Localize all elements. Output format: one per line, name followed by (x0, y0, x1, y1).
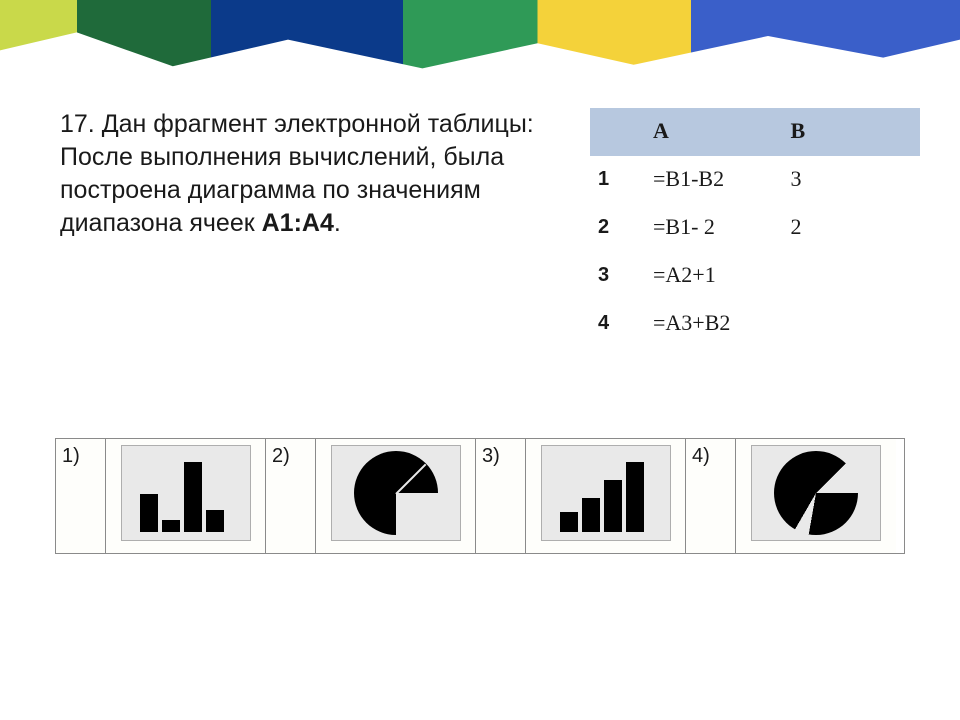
pie (774, 451, 858, 535)
option-figure (526, 439, 686, 553)
spreadsheet-header-row: A B (590, 108, 920, 156)
question-text: 17. Дан фрагмент электронной таблицы: По… (60, 108, 560, 348)
question-number: 17. (60, 110, 95, 138)
spreadsheet-fragment: A B 1 =B1-B2 3 2 =B1- 2 2 3 =A2+1 4 =A3+… (590, 108, 920, 348)
header-blank (590, 108, 645, 156)
bar (582, 498, 600, 532)
cell-a1: =B1-B2 (645, 156, 783, 204)
cell-b2: 2 (783, 204, 921, 252)
content-row: 17. Дан фрагмент электронной таблицы: По… (0, 72, 960, 348)
spreadsheet-row: 1 =B1-B2 3 (590, 156, 920, 204)
question-range: A1:A4 (262, 209, 334, 237)
option-figure (106, 439, 266, 553)
bar (184, 462, 202, 532)
bar (206, 510, 224, 532)
option-figure (736, 439, 896, 553)
bar (140, 494, 158, 532)
spreadsheet-table: A B 1 =B1-B2 3 2 =B1- 2 2 3 =A2+1 4 =A3+… (590, 108, 920, 348)
cell-b4 (783, 300, 921, 348)
row-label: 2 (590, 204, 645, 252)
spreadsheet-row: 4 =A3+B2 (590, 300, 920, 348)
spreadsheet-row: 3 =A2+1 (590, 252, 920, 300)
bar-chart-thumbnail (541, 445, 671, 541)
header-col-b: B (783, 108, 921, 156)
decorative-banner (0, 0, 960, 72)
row-label: 1 (590, 156, 645, 204)
bar-chart-thumbnail (121, 445, 251, 541)
pie-chart-thumbnail (751, 445, 881, 541)
cell-a2: =B1- 2 (645, 204, 783, 252)
option-label: 4) (686, 439, 736, 553)
option-label: 3) (476, 439, 526, 553)
pie-chart-thumbnail (331, 445, 461, 541)
header-col-a: A (645, 108, 783, 156)
question-period: . (334, 209, 341, 237)
option-figure (316, 439, 476, 553)
row-label: 4 (590, 300, 645, 348)
bar (626, 462, 644, 532)
cell-b1: 3 (783, 156, 921, 204)
bar (560, 512, 578, 532)
bar (162, 520, 180, 532)
cell-a4: =A3+B2 (645, 300, 783, 348)
options-strip: 1) 2) 3) 4) (55, 438, 905, 554)
cell-b3 (783, 252, 921, 300)
pie-separator (395, 464, 426, 495)
option-label: 1) (56, 439, 106, 553)
answer-options: 1) 2) 3) 4) (55, 438, 905, 554)
spreadsheet-row: 2 =B1- 2 2 (590, 204, 920, 252)
option-label: 2) (266, 439, 316, 553)
row-label: 3 (590, 252, 645, 300)
bar (604, 480, 622, 532)
pie (354, 451, 438, 535)
cell-a3: =A2+1 (645, 252, 783, 300)
